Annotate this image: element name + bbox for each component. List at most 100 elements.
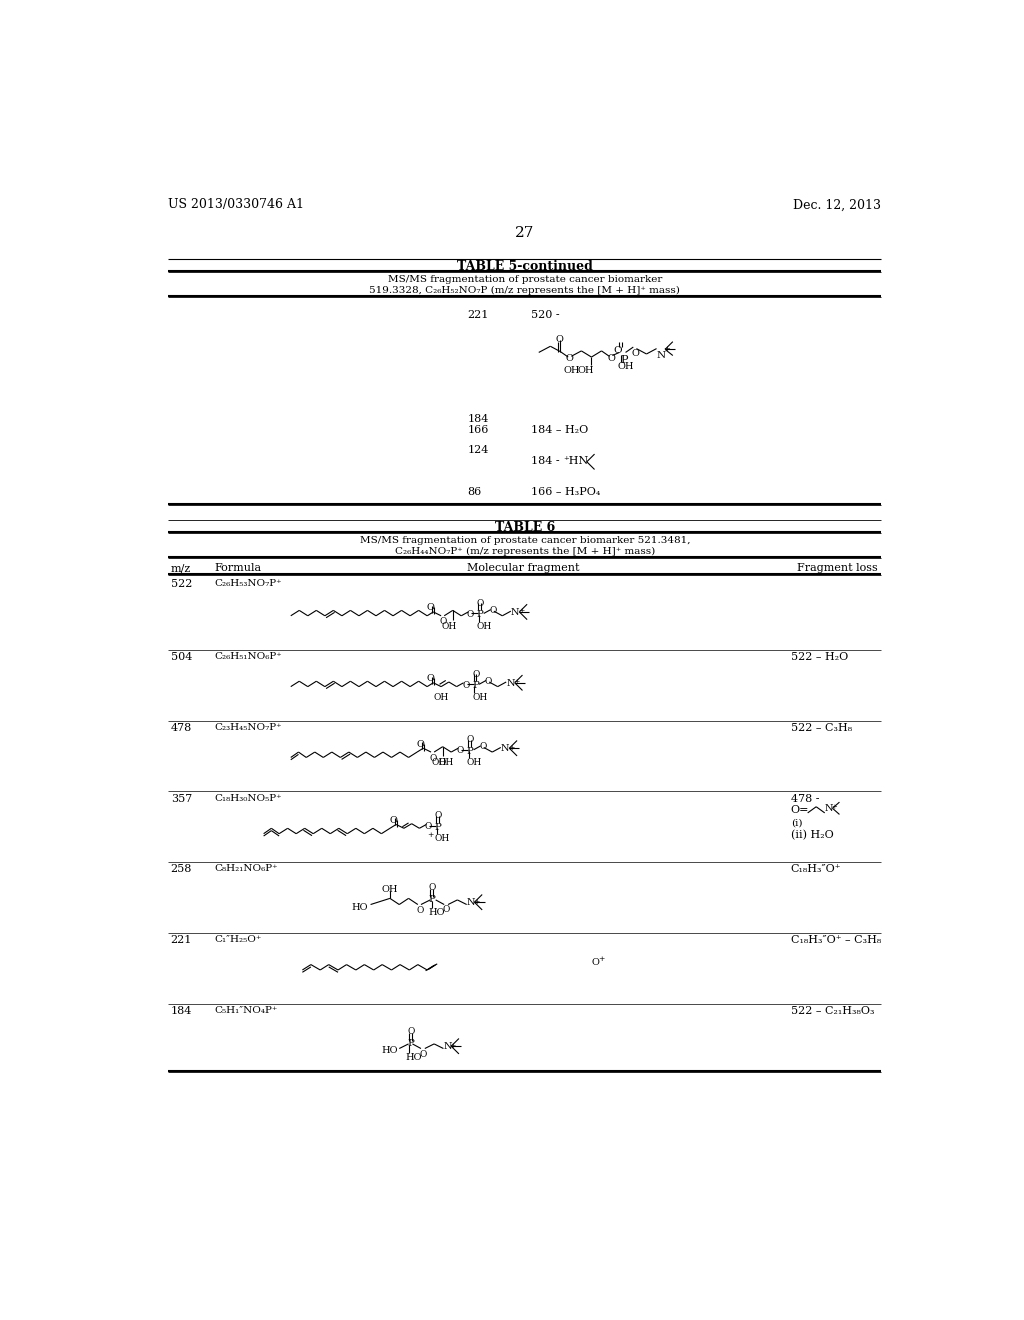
- Text: OH: OH: [617, 363, 634, 371]
- Text: O: O: [442, 906, 450, 915]
- Text: (ii) H₂O: (ii) H₂O: [791, 830, 834, 840]
- Text: +: +: [427, 832, 433, 840]
- Text: O: O: [556, 335, 563, 345]
- Text: O: O: [566, 354, 573, 363]
- Text: 504: 504: [171, 652, 193, 661]
- Text: O: O: [607, 354, 615, 363]
- Text: C₁₈H₃″O⁺ – C₃H₈: C₁₈H₃″O⁺ – C₃H₈: [791, 936, 881, 945]
- Text: 221: 221: [467, 310, 488, 319]
- Text: +: +: [513, 678, 519, 686]
- Text: OH: OH: [439, 758, 455, 767]
- Text: O: O: [462, 681, 469, 689]
- Text: O: O: [439, 618, 446, 626]
- Text: OH: OH: [577, 367, 594, 375]
- Text: Molecular fragment: Molecular fragment: [467, 564, 580, 573]
- Text: N: N: [501, 744, 509, 754]
- Text: HO: HO: [428, 908, 444, 916]
- Text: +: +: [664, 345, 671, 352]
- Text: O: O: [389, 816, 397, 825]
- Text: O: O: [425, 822, 432, 832]
- Text: O: O: [429, 754, 437, 763]
- Text: C₈H₂₁NO₆P⁺: C₈H₂₁NO₆P⁺: [215, 865, 279, 874]
- Text: O: O: [467, 610, 474, 619]
- Text: OH: OH: [441, 622, 457, 631]
- Text: O: O: [407, 1027, 415, 1036]
- Text: C₁₈H₃″O⁺: C₁₈H₃″O⁺: [791, 865, 841, 874]
- Text: OH: OH: [431, 758, 446, 767]
- Text: P: P: [477, 610, 483, 619]
- Text: 166 – H₃PO₄: 166 – H₃PO₄: [531, 487, 600, 498]
- Text: 357: 357: [171, 793, 191, 804]
- Text: C₁₈H₃₀NO₅P⁺: C₁₈H₃₀NO₅P⁺: [215, 793, 283, 803]
- Text: P: P: [407, 1039, 414, 1048]
- Text: 184 -: 184 -: [531, 455, 563, 466]
- Text: O: O: [472, 669, 479, 678]
- Text: O: O: [489, 606, 497, 615]
- Text: TABLE 6: TABLE 6: [495, 521, 555, 535]
- Text: 166: 166: [467, 425, 488, 434]
- Text: OH: OH: [564, 367, 581, 375]
- Text: 478 -: 478 -: [791, 793, 819, 804]
- Text: O: O: [435, 812, 442, 820]
- Text: 522: 522: [171, 579, 193, 589]
- Text: 522 – C₃H₈: 522 – C₃H₈: [791, 723, 852, 733]
- Text: +: +: [450, 1041, 456, 1049]
- Text: 519.3328, C₂₆H₅₂NO₇P (m/z represents the [M + H]⁺ mass): 519.3328, C₂₆H₅₂NO₇P (m/z represents the…: [370, 285, 680, 294]
- Text: C₂₆H₄₄NO₇P⁺ (m/z represents the [M + H]⁺ mass): C₂₆H₄₄NO₇P⁺ (m/z represents the [M + H]⁺…: [394, 546, 655, 556]
- Text: O: O: [457, 746, 464, 755]
- Text: 86: 86: [467, 487, 481, 498]
- Text: O=: O=: [791, 805, 809, 816]
- Text: HO: HO: [352, 903, 369, 912]
- Text: O: O: [467, 735, 474, 744]
- Text: C₅H₁″NO₄P⁺: C₅H₁″NO₄P⁺: [215, 1006, 279, 1015]
- Text: 184: 184: [171, 1006, 193, 1016]
- Text: P: P: [429, 895, 435, 904]
- Text: +: +: [518, 607, 524, 615]
- Text: 184 – H₂O: 184 – H₂O: [531, 425, 588, 434]
- Text: +: +: [508, 743, 514, 751]
- Text: C₁″H₂₅O⁺: C₁″H₂₅O⁺: [215, 936, 262, 944]
- Text: TABLE 5-continued: TABLE 5-continued: [457, 260, 593, 273]
- Text: MS/MS fragmentation of prostate cancer biomarker 521.3481,: MS/MS fragmentation of prostate cancer b…: [359, 536, 690, 545]
- Text: Fragment loss: Fragment loss: [798, 564, 879, 573]
- Text: P: P: [472, 681, 479, 690]
- Text: 522 – H₂O: 522 – H₂O: [791, 652, 848, 661]
- Text: P: P: [621, 355, 628, 364]
- Text: N: N: [506, 678, 515, 688]
- Text: N: N: [467, 899, 475, 907]
- Text: OH: OH: [382, 886, 398, 894]
- Text: OH: OH: [477, 622, 492, 631]
- Text: Formula: Formula: [215, 564, 262, 573]
- Text: N: N: [443, 1043, 452, 1052]
- Text: +: +: [473, 898, 479, 906]
- Text: m/z: m/z: [171, 564, 190, 573]
- Text: US 2013/0330746 A1: US 2013/0330746 A1: [168, 198, 304, 211]
- Text: C₂₆H₅₃NO₇P⁺: C₂₆H₅₃NO₇P⁺: [215, 579, 283, 587]
- Text: 184: 184: [467, 414, 488, 424]
- Text: O: O: [477, 599, 484, 607]
- Text: MS/MS fragmentation of prostate cancer biomarker: MS/MS fragmentation of prostate cancer b…: [388, 276, 662, 284]
- Text: C₂₆H₅₁NO₆P⁺: C₂₆H₅₁NO₆P⁺: [215, 652, 283, 661]
- Text: 522 – C₂₁H₃₈O₃: 522 – C₂₁H₃₈O₃: [791, 1006, 874, 1016]
- Text: Dec. 12, 2013: Dec. 12, 2013: [794, 198, 882, 211]
- Text: O: O: [479, 742, 486, 751]
- Text: +: +: [598, 954, 605, 962]
- Text: O: O: [417, 906, 424, 915]
- Text: 27: 27: [515, 226, 535, 240]
- Text: OH: OH: [433, 693, 449, 702]
- Text: OH: OH: [435, 834, 451, 843]
- Text: ⁺HN: ⁺HN: [563, 455, 589, 466]
- Text: O: O: [426, 603, 434, 612]
- Text: P: P: [467, 747, 473, 755]
- Text: O: O: [484, 677, 492, 685]
- Text: O: O: [416, 739, 424, 748]
- Text: O: O: [632, 350, 640, 358]
- Text: OH: OH: [472, 693, 487, 702]
- Text: O: O: [420, 1051, 427, 1059]
- Text: O: O: [613, 346, 623, 355]
- Text: N: N: [511, 609, 519, 618]
- Text: (i): (i): [791, 818, 802, 828]
- Text: N: N: [824, 804, 834, 813]
- Text: 258: 258: [171, 865, 193, 874]
- Text: O: O: [429, 883, 436, 892]
